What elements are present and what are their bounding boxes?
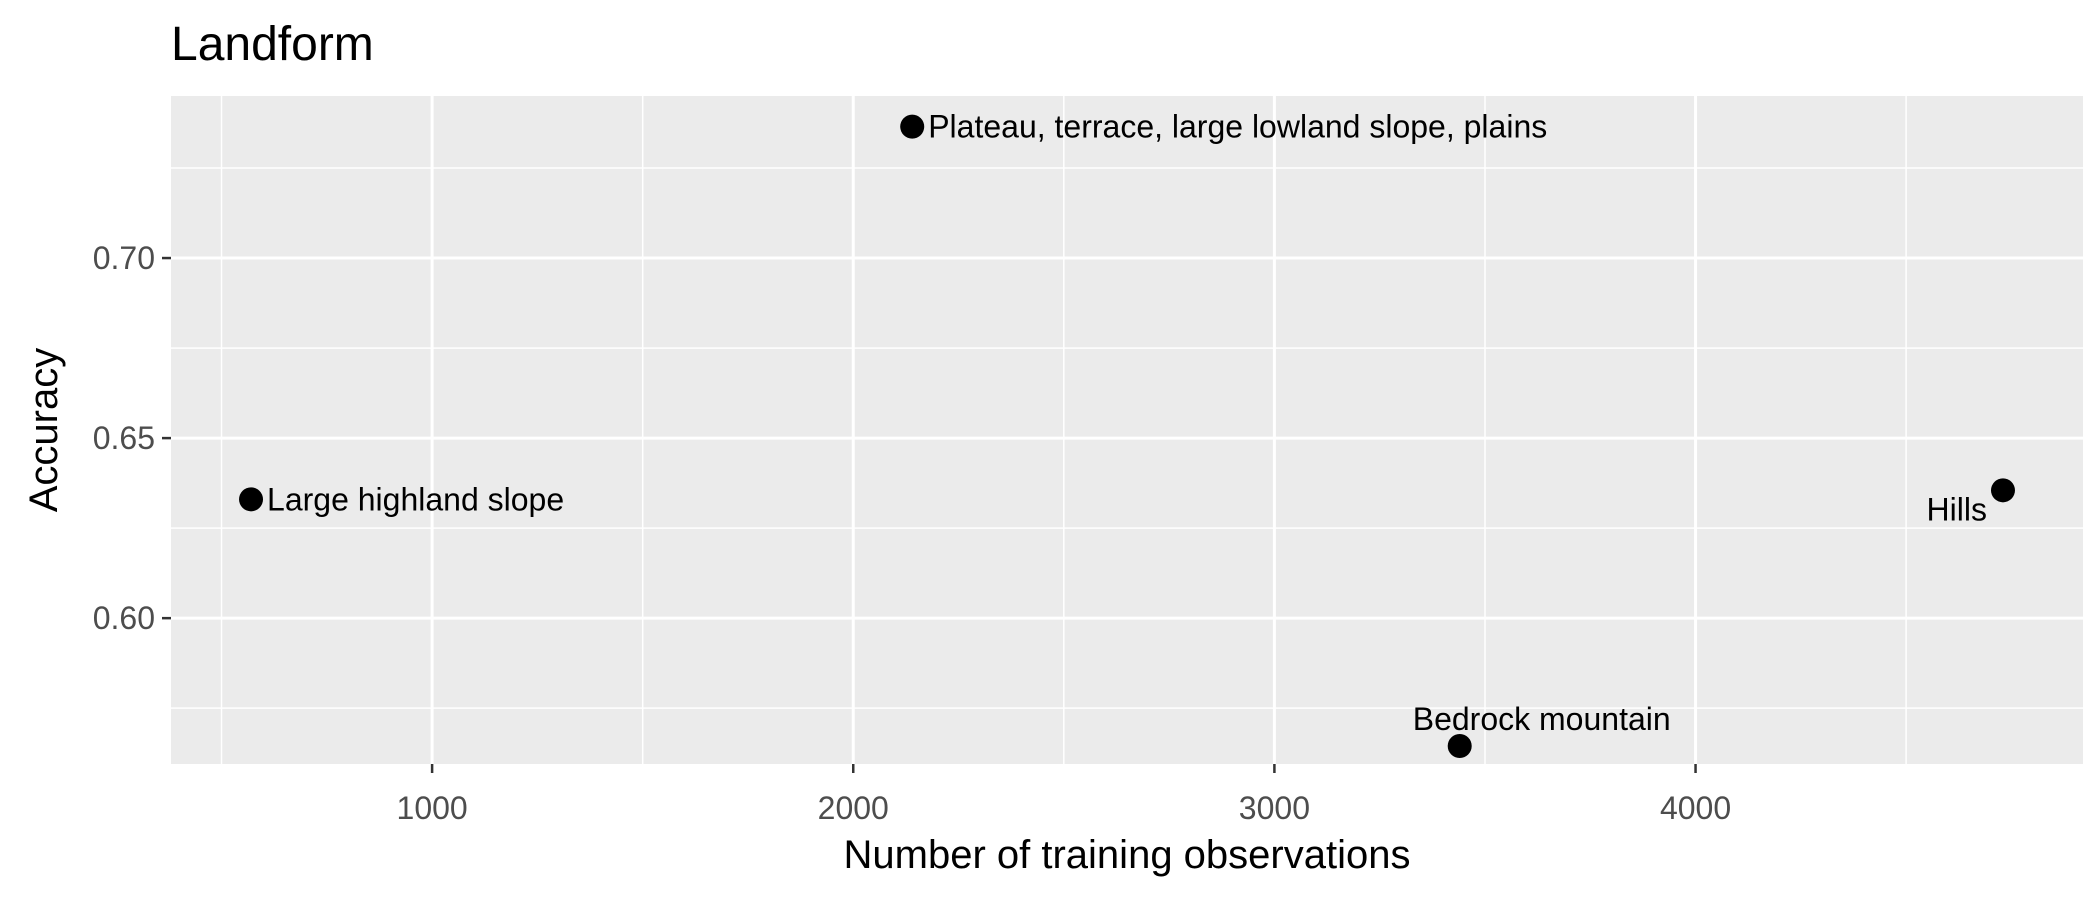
x-tick-label: 1000 (397, 790, 468, 826)
data-labels: Large highland slope Plateau, terrace, la… (267, 109, 1987, 737)
chart-title: Landform (171, 18, 374, 71)
axis-ticks (162, 256, 1697, 773)
tick-labels: 1000 2000 3000 4000 0.60 0.65 0.70 (93, 240, 1731, 826)
x-tick-label: 4000 (1660, 790, 1731, 826)
data-point (1447, 733, 1472, 758)
plot-panel (171, 96, 2083, 764)
x-tick-label: 3000 (1239, 790, 1310, 826)
minor-gridlines (171, 96, 2083, 764)
point-label: Plateau, terrace, large lowland slope, p… (928, 109, 1547, 145)
x-tick-label: 2000 (818, 790, 889, 826)
y-axis-label: Accuracy (22, 348, 66, 513)
data-points (239, 114, 2015, 758)
data-point (900, 114, 925, 139)
data-point (1990, 478, 2015, 503)
y-tick-label: 0.70 (93, 240, 155, 276)
point-label: Bedrock mountain (1413, 701, 1671, 737)
major-gridlines (171, 96, 2083, 764)
point-label: Hills (1927, 491, 1987, 527)
data-point (239, 487, 264, 512)
y-tick-label: 0.65 (93, 420, 155, 456)
y-tick-label: 0.60 (93, 600, 155, 636)
point-label: Large highland slope (267, 481, 564, 517)
x-axis-label: Number of training observations (844, 833, 1411, 877)
